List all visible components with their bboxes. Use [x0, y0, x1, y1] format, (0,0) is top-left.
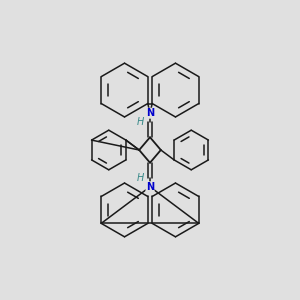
Text: N: N [146, 182, 154, 192]
Text: H: H [137, 117, 145, 127]
Text: N: N [146, 108, 154, 118]
Text: H: H [137, 173, 145, 183]
